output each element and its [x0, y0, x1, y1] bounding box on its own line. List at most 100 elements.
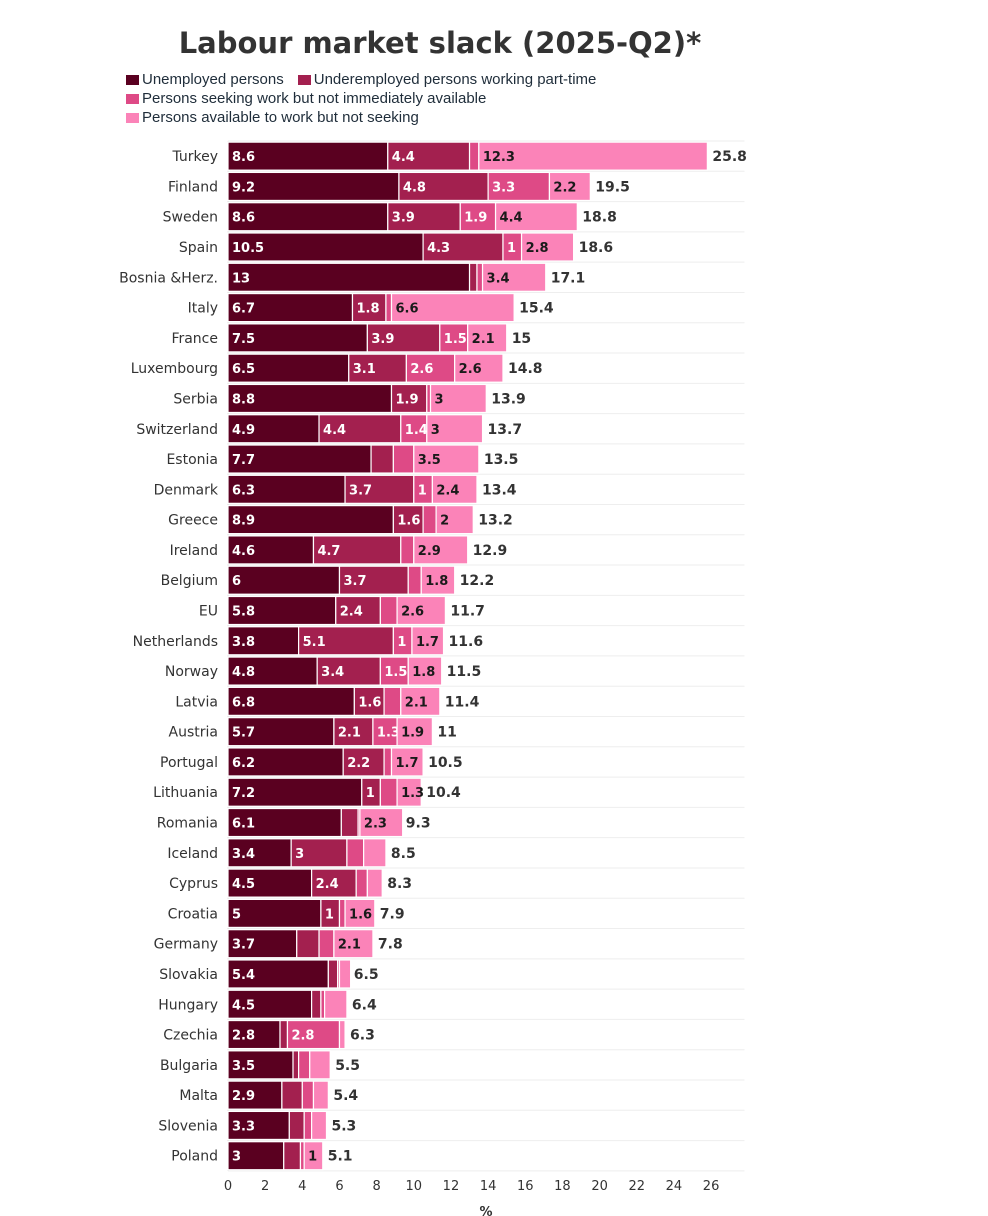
bar-segment: [422, 505, 437, 535]
category-label: Turkey: [171, 149, 218, 165]
total-data-label: 11.5: [447, 664, 482, 680]
segment-data-label: 2.9: [418, 544, 441, 559]
x-tick-label: 12: [443, 1179, 460, 1194]
segment-data-label: 6.5: [232, 362, 255, 377]
bar-segment: [366, 323, 441, 353]
segment-data-label: 5.4: [232, 968, 255, 983]
segment-data-label: 1: [308, 1150, 317, 1165]
segment-data-label: 6.7: [232, 302, 255, 317]
x-tick-label: 8: [372, 1179, 380, 1194]
category-label: Greece: [168, 513, 218, 529]
category-label: Italy: [188, 301, 218, 317]
segment-data-label: 7.5: [232, 332, 255, 347]
legend-item-unemployed[interactable]: Unemployed persons: [126, 71, 284, 88]
bar-segment: [316, 656, 381, 686]
category-label: Poland: [171, 1149, 218, 1165]
total-data-label: 5.3: [331, 1118, 356, 1134]
segment-data-label: 3: [431, 423, 440, 438]
bar-segment: [429, 383, 487, 414]
total-data-label: 7.9: [380, 906, 405, 922]
legend-label-seeking: Persons seeking work but not immediately…: [142, 90, 487, 107]
bar-segment: [468, 262, 478, 292]
segment-data-label: 4.8: [403, 180, 426, 195]
bar-segment: [340, 807, 359, 838]
category-label: Luxembourg: [131, 361, 218, 377]
bar-segment: [227, 565, 341, 595]
bar-segment: [227, 474, 346, 504]
bar-segment: [435, 505, 474, 535]
total-data-label: 6.3: [350, 1028, 375, 1044]
bar-segment: [431, 474, 478, 504]
segment-data-label: 5.1: [303, 635, 326, 650]
segment-data-label: 1.9: [464, 211, 487, 226]
legend-item-underemployed[interactable]: Underemployed persons working part-time: [297, 71, 597, 88]
segment-data-label: 1: [418, 483, 427, 498]
bar-segment: [363, 838, 387, 868]
segment-data-label: 10.5: [232, 241, 264, 256]
total-data-label: 18.6: [579, 240, 614, 256]
total-data-label: 13.7: [488, 422, 523, 438]
bar-segment: [344, 898, 376, 928]
bar-segment: [390, 383, 428, 414]
total-data-label: 8.3: [387, 876, 412, 892]
x-axis-title: %: [479, 1205, 492, 1216]
bar-segment: [413, 535, 469, 565]
category-label: Ireland: [170, 543, 218, 559]
legend-item-available[interactable]: Persons available to work but not seekin…: [126, 109, 419, 126]
bar-segment: [301, 1080, 315, 1110]
segment-data-label: 8.6: [232, 211, 255, 226]
segment-data-label: 3.5: [418, 453, 441, 468]
x-tick-label: 20: [591, 1179, 608, 1194]
bar-segment: [227, 1141, 285, 1171]
total-data-label: 19.5: [595, 179, 630, 195]
bar-segment: [413, 444, 480, 474]
segment-data-label: 2.8: [291, 1029, 314, 1044]
bar-segment: [281, 1080, 303, 1110]
chart-title: Labour market slack (2025-Q2)*: [178, 26, 702, 60]
legend-row: Persons available to work but not seekin…: [126, 108, 766, 127]
total-data-label: 11.4: [445, 694, 480, 710]
legend-label-available: Persons available to work but not seekin…: [142, 109, 419, 126]
total-data-label: 6.4: [352, 997, 377, 1013]
bar-segment: [387, 141, 471, 171]
segment-data-label: 7.7: [232, 453, 255, 468]
bar-segment: [227, 1050, 294, 1080]
bar-segment: [318, 929, 335, 959]
bar-segment: [227, 717, 335, 747]
segment-data-label: 4.8: [232, 665, 255, 680]
segment-data-label: 2.1: [338, 938, 361, 953]
category-label: Estonia: [166, 452, 218, 468]
segment-data-label: 1.9: [401, 726, 424, 741]
bar-segment: [476, 262, 484, 292]
segment-data-label: 1.3: [377, 726, 400, 741]
bar-segment: [398, 171, 489, 202]
bar-segment: [292, 1050, 300, 1080]
bar-segment: [290, 838, 348, 868]
bar-segment: [487, 171, 551, 202]
segment-data-label: 1.6: [397, 514, 420, 529]
x-tick-label: 16: [517, 1179, 534, 1194]
category-label: Denmark: [154, 482, 219, 498]
bar-segment: [400, 686, 441, 716]
legend-item-seeking[interactable]: Persons seeking work but not immediately…: [126, 90, 486, 107]
legend-swatch-underemployed: [297, 74, 311, 85]
total-data-label: 12.2: [460, 573, 495, 589]
bar-segment: [467, 323, 508, 353]
bar-segment: [342, 747, 385, 777]
segment-data-label: 1.8: [425, 574, 448, 589]
category-label: Slovakia: [159, 967, 218, 983]
segment-data-label: 2.9: [232, 1089, 255, 1104]
legend-label-underemployed: Underemployed persons working part-time: [313, 71, 597, 88]
bar-segment: [338, 565, 409, 595]
bar-segment: [396, 717, 433, 747]
bar-segment: [400, 414, 428, 444]
segment-data-label: 2.1: [472, 332, 495, 347]
segment-data-label: 2.4: [316, 877, 339, 892]
bar-segment: [227, 262, 471, 292]
segment-data-label: 3.3: [232, 1119, 255, 1134]
bar-segment: [227, 656, 318, 686]
total-data-label: 14.8: [508, 361, 543, 377]
segment-data-label: 1.7: [416, 635, 439, 650]
bar-segment: [227, 626, 300, 656]
bar-segment: [286, 1019, 341, 1050]
